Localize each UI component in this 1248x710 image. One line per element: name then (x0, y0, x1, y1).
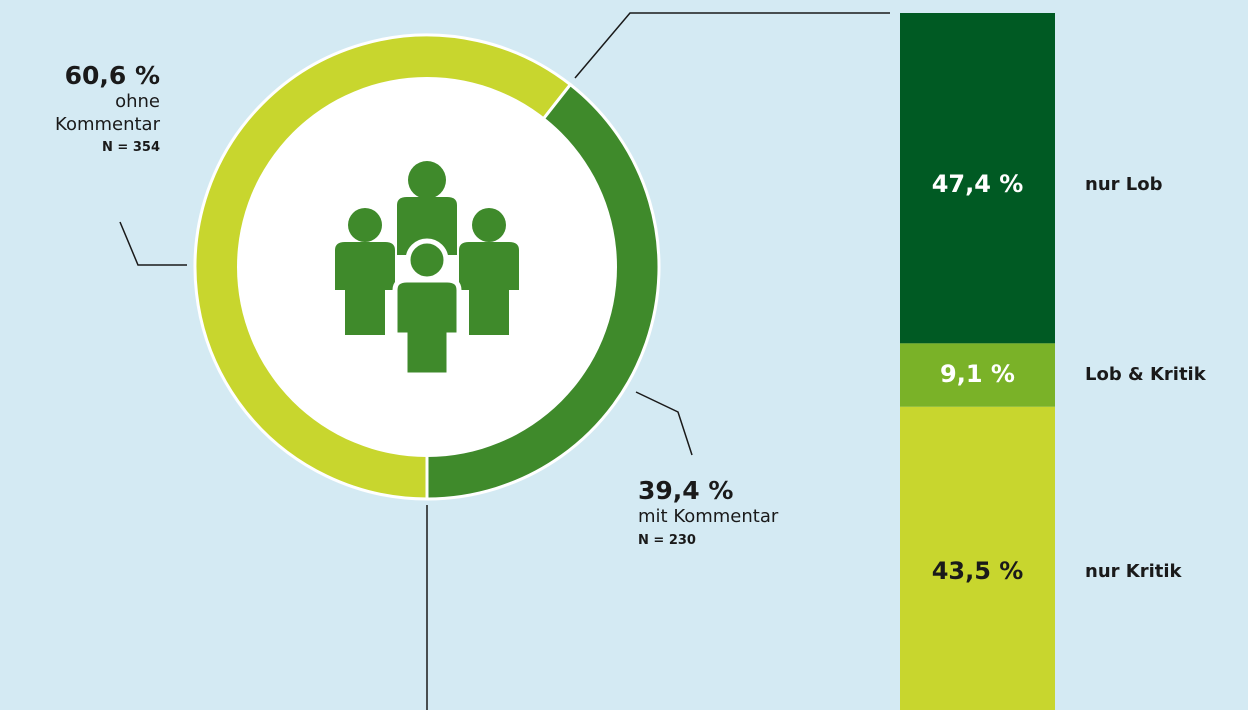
category-label: mit Kommentar (638, 506, 779, 528)
value-label: 47,4 % (932, 170, 1024, 198)
category-label: ohne Kommentar (55, 91, 160, 135)
bar-segment (900, 406, 1055, 710)
legend-label: Lob & Kritik (1085, 364, 1207, 385)
value-label: 60,6 % (64, 61, 160, 90)
pie-label: 60,6 % ohne Kommentar N = 354 (0, 60, 160, 157)
connector-line (574, 12, 890, 79)
annotation: N = 230 (638, 532, 696, 548)
value-label: 43,5 % (932, 557, 1024, 585)
stacked-bar: 47,4 % nur Lob 9,1 % Lob & Kritik 43,5 % nur … (900, 13, 1207, 710)
legend-label: nur Lob (1085, 174, 1163, 195)
bar-segment (900, 13, 1055, 344)
leader-line (119, 221, 187, 266)
connectors (119, 12, 890, 710)
people-icon (335, 161, 519, 378)
leader-line (635, 391, 693, 456)
pie-label: 39,4 % mit Kommentar N = 230 (638, 475, 778, 549)
legend-label: nur Kritik (1085, 561, 1183, 582)
value-label: 9,1 % (940, 360, 1015, 388)
value-label: 39,4 % (638, 476, 734, 505)
annotation: N = 354 (102, 140, 160, 156)
bar-segment (900, 343, 1055, 407)
